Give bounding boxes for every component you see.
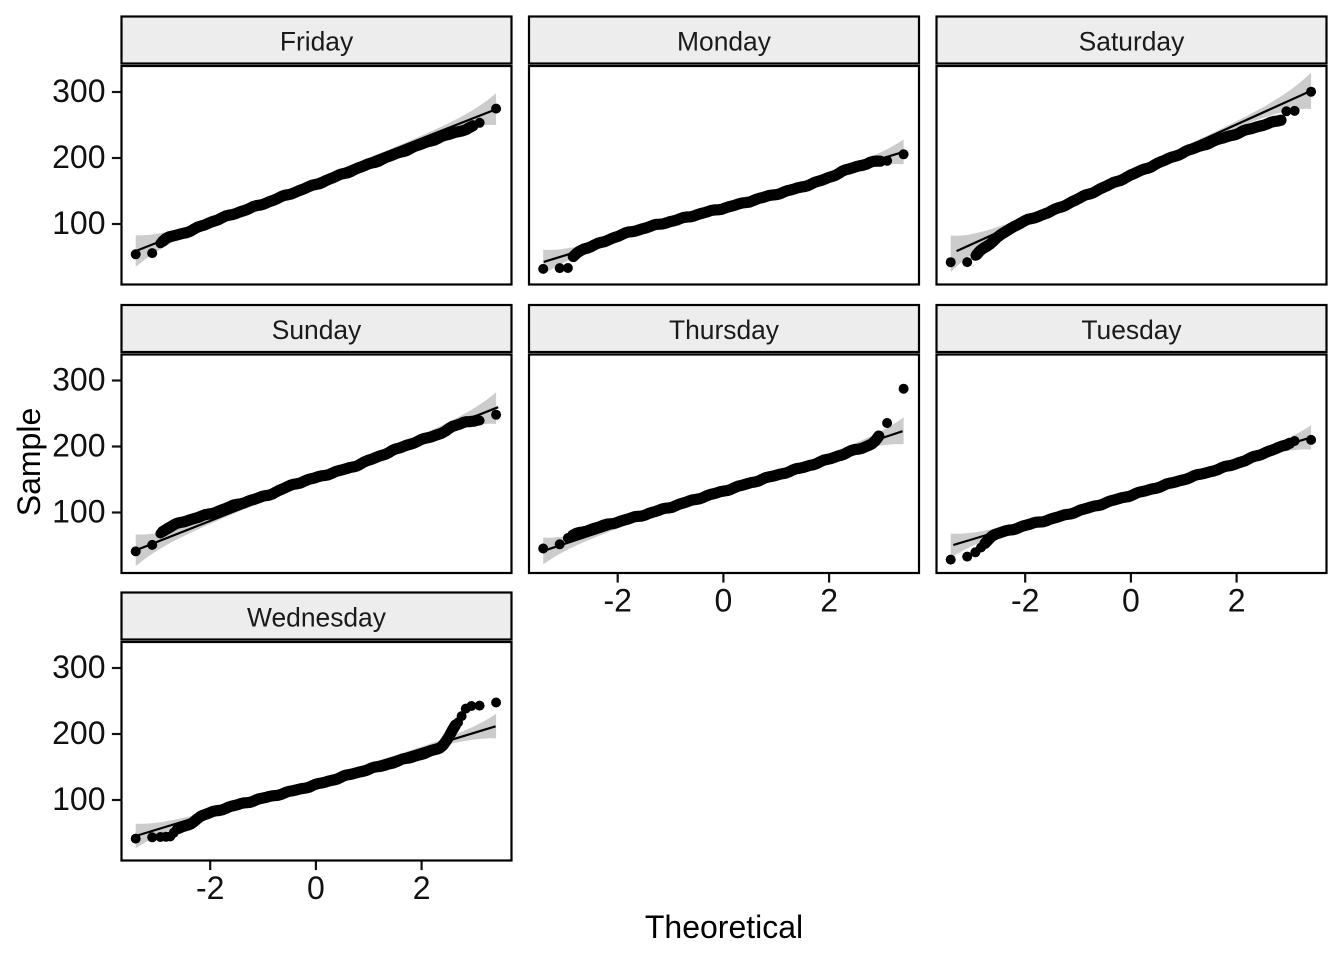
svg-text:2: 2 — [1228, 583, 1246, 619]
svg-text:100: 100 — [52, 781, 105, 817]
svg-text:0: 0 — [307, 870, 325, 906]
svg-text:200: 200 — [52, 139, 105, 175]
svg-text:-2: -2 — [196, 870, 224, 906]
svg-text:Monday: Monday — [677, 26, 772, 56]
svg-text:300: 300 — [52, 73, 105, 109]
svg-text:-2: -2 — [603, 583, 631, 619]
svg-text:300: 300 — [52, 649, 105, 685]
svg-text:Tuesday: Tuesday — [1081, 315, 1182, 345]
svg-text:100: 100 — [52, 493, 105, 529]
svg-text:-2: -2 — [1011, 583, 1039, 619]
svg-text:200: 200 — [52, 715, 105, 751]
svg-text:Theoretical: Theoretical — [645, 909, 803, 945]
svg-text:0: 0 — [1122, 583, 1140, 619]
svg-text:Friday: Friday — [280, 26, 354, 56]
svg-text:Saturday: Saturday — [1079, 26, 1185, 56]
svg-text:2: 2 — [820, 583, 838, 619]
svg-text:Thursday: Thursday — [669, 315, 780, 345]
svg-text:Sample: Sample — [11, 408, 47, 517]
svg-text:2: 2 — [413, 870, 431, 906]
svg-text:300: 300 — [52, 361, 105, 397]
svg-text:Sunday: Sunday — [272, 315, 362, 345]
svg-text:100: 100 — [52, 205, 105, 241]
svg-text:200: 200 — [52, 427, 105, 463]
svg-text:0: 0 — [715, 583, 733, 619]
svg-text:Wednesday: Wednesday — [247, 602, 387, 632]
